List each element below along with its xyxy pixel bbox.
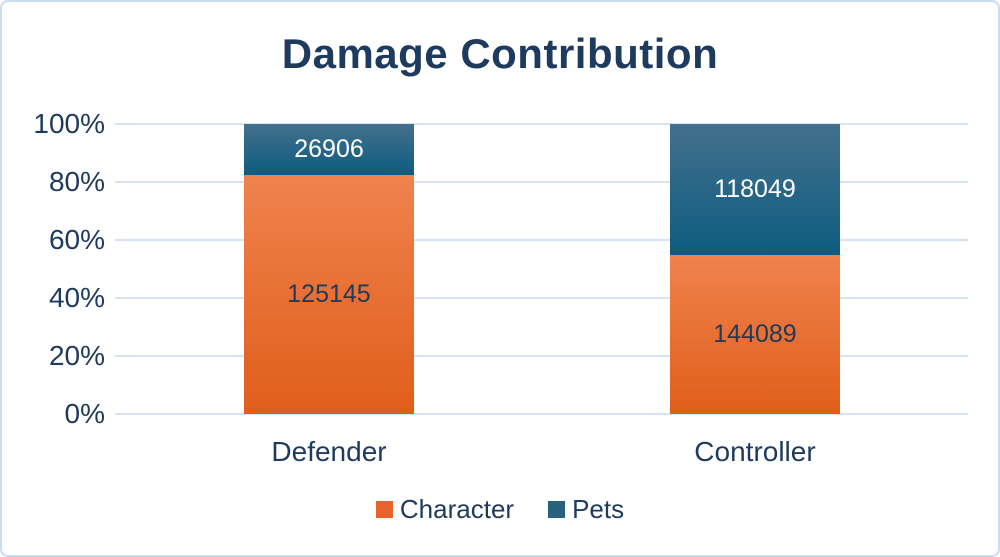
y-tick-0%: 0% — [64, 398, 105, 429]
bar-segment-controller-pets: 118049 — [670, 124, 840, 255]
gridline-80% — [115, 181, 968, 183]
legend-swatch-pets — [548, 500, 566, 518]
y-tick-60%: 60% — [48, 224, 105, 255]
data-label-defender-character: 125145 — [287, 280, 371, 309]
plot-area: 26906 125145 118049 144089 — [115, 123, 968, 415]
y-tick-40%: 40% — [48, 282, 105, 313]
x-label-defender: Defender — [271, 436, 387, 467]
gridline-0% — [115, 413, 968, 415]
bar-controller: 118049 144089 — [670, 124, 840, 414]
data-label-controller-character: 144089 — [713, 319, 797, 348]
legend-item-pets: Pets — [548, 496, 624, 522]
y-tick-80%: 80% — [48, 166, 105, 197]
x-label-controller: Controller — [694, 436, 816, 467]
bar-segment-controller-character: 144089 — [670, 254, 840, 414]
data-label-defender-pets: 26906 — [294, 135, 364, 164]
legend-swatch-character — [375, 500, 393, 518]
chart-title: Damage Contribution — [281, 30, 719, 77]
legend: Character Pets — [2, 496, 998, 522]
bar-defender: 26906 125145 — [244, 124, 414, 414]
gridline-100% — [115, 123, 968, 125]
data-label-controller-pets: 118049 — [714, 174, 796, 203]
bar-segment-defender-pets: 26906 — [244, 124, 414, 176]
y-tick-20%: 20% — [48, 340, 105, 371]
legend-item-character: Character — [375, 494, 515, 524]
bar-segment-defender-character: 125145 — [244, 175, 414, 414]
legend-label-pets: Pets — [572, 494, 625, 524]
legend-label-character: Character — [399, 494, 515, 524]
y-axis: 0% 20% 40% 60% 80% 100% — [2, 110, 105, 428]
gridline-20% — [115, 355, 968, 357]
gridline-40% — [115, 297, 968, 299]
y-tick-100%: 100% — [33, 108, 105, 139]
gridline-60% — [115, 239, 968, 241]
